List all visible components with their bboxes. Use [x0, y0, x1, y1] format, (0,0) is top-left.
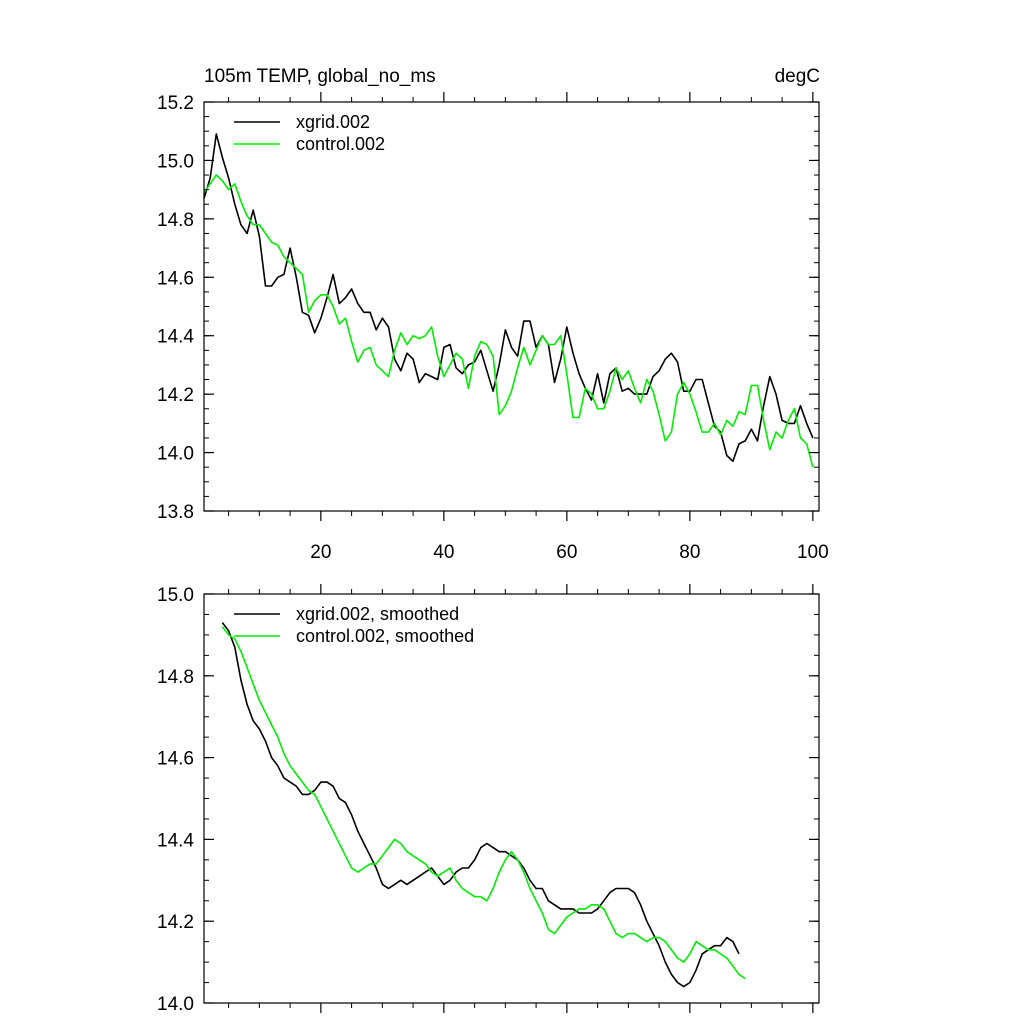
y-tick-label: 14.8 — [157, 210, 194, 231]
series-line-control — [203, 174, 814, 468]
y-tick-label: 14.2 — [157, 912, 194, 933]
x-tick-label: 60 — [556, 542, 577, 563]
x-tick-label: 20 — [310, 542, 331, 563]
plot-frame — [203, 593, 820, 1004]
plot-frame — [203, 101, 820, 512]
y-tick-label: 15.0 — [157, 151, 194, 172]
bottom-panel: 14.0 14.2 14.4 14.6 14.8 15.0 xgrid.002, smoo… — [157, 584, 820, 1015]
top-panel: 105m TEMP, global_no_ms degC 13.8 14.0 14.… — [157, 66, 829, 563]
legend-label: xgrid.002 — [296, 112, 370, 132]
units-label: degC — [775, 66, 820, 87]
y-tick-label: 15.0 — [157, 585, 194, 606]
series-group — [203, 133, 814, 468]
y-tick-label: 14.4 — [157, 830, 194, 851]
x-tick-label: 80 — [679, 542, 700, 563]
chart-title: 105m TEMP, global_no_ms — [204, 66, 436, 87]
x-tick-label: 40 — [433, 542, 454, 563]
x-tick-label: 100 — [797, 542, 829, 563]
y-tick-label: 14.2 — [157, 385, 194, 406]
y-tick-label: 14.0 — [157, 994, 194, 1015]
y-tick-label: 15.2 — [157, 93, 194, 114]
legend-label: control.002, smoothed — [296, 626, 474, 646]
y-tick-label: 14.6 — [157, 749, 194, 770]
tick-marks — [204, 92, 819, 521]
series-line-xgrid — [221, 622, 740, 988]
tick-marks — [204, 584, 819, 1013]
tick-labels: 13.8 14.0 14.2 14.4 14.6 14.8 15.0 15.2 20 40 60 80… — [157, 93, 829, 563]
series-line-control — [221, 626, 746, 980]
y-tick-label: 14.4 — [157, 327, 194, 348]
legend-label: xgrid.002, smoothed — [296, 604, 459, 624]
y-tick-label: 13.8 — [157, 502, 194, 523]
y-tick-label: 14.8 — [157, 667, 194, 688]
legend-label: control.002 — [296, 134, 385, 154]
y-tick-label: 14.0 — [157, 444, 194, 465]
tick-labels: 14.0 14.2 14.4 14.6 14.8 15.0 — [157, 585, 194, 1015]
series-line-xgrid — [203, 133, 814, 463]
series-group — [221, 622, 746, 988]
y-tick-label: 14.6 — [157, 268, 194, 289]
